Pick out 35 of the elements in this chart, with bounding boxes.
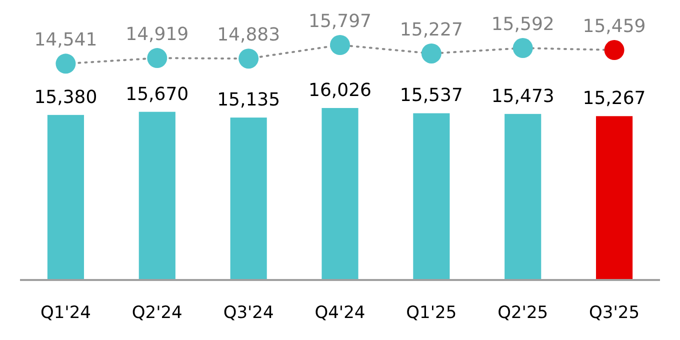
data-label: 14,541 [34, 30, 98, 51]
x-tick-label: Q4'24 [314, 303, 366, 323]
bar [596, 116, 633, 280]
point [330, 35, 350, 55]
data-label: 15,227 [400, 19, 463, 40]
x-tick-label: Q3'25 [589, 303, 640, 323]
point [147, 48, 168, 68]
x-tick-label: Q2'25 [498, 303, 548, 323]
x-tick-label: Q1'24 [40, 303, 91, 323]
bar [504, 114, 542, 280]
data-label: 15,592 [491, 14, 554, 36]
point [604, 40, 624, 60]
data-label: 15,670 [126, 84, 189, 105]
data-label: 14,919 [126, 24, 189, 46]
data-label: 15,135 [217, 90, 280, 111]
data-label: 15,267 [582, 88, 646, 110]
x-tick-label: Q3'24 [223, 303, 274, 323]
bar [47, 114, 84, 280]
data-label: 15,537 [400, 85, 463, 106]
bar [322, 108, 358, 280]
data-label: 15,459 [582, 16, 646, 38]
x-tick-label: Q1'25 [406, 303, 457, 323]
data-label: 15,473 [491, 86, 554, 107]
bar [413, 113, 450, 280]
data-label: 15,797 [308, 11, 372, 32]
data-label: 16,026 [308, 80, 372, 101]
point [512, 38, 533, 58]
bar [230, 118, 267, 280]
data-label: 14,883 [217, 24, 280, 46]
point [56, 54, 76, 74]
x-tick-label: Q2'24 [132, 303, 182, 323]
data-label: 15,380 [34, 86, 98, 108]
point [238, 48, 259, 69]
point [421, 43, 442, 64]
bar [138, 112, 176, 280]
